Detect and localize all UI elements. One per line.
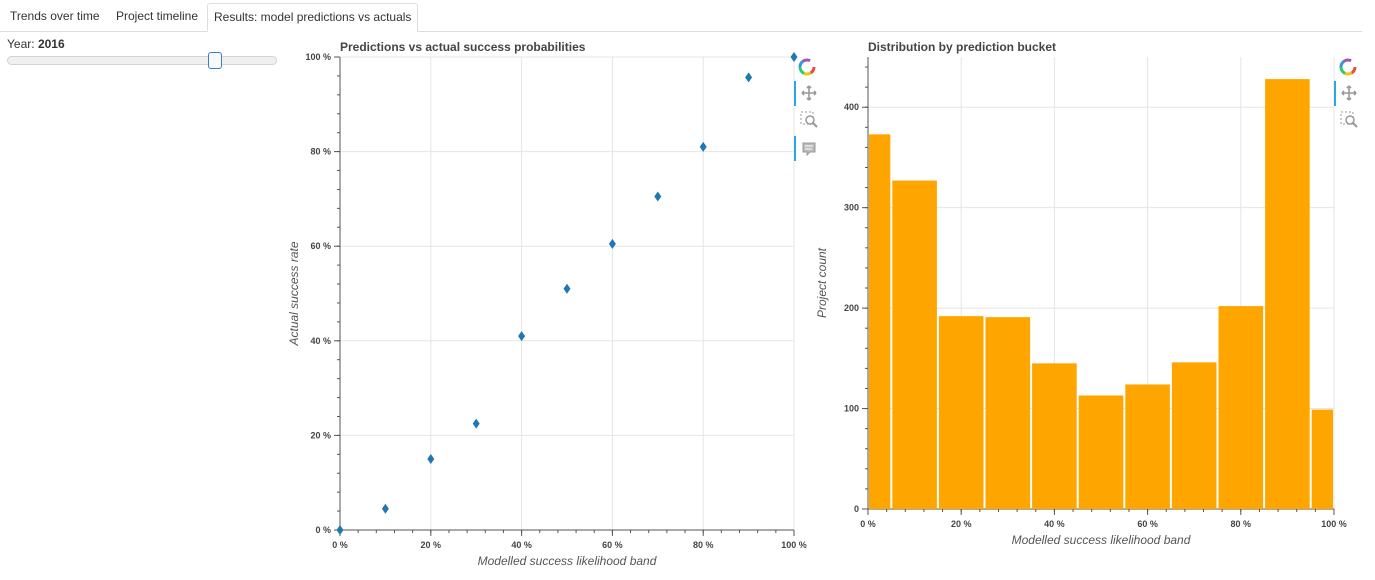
y-tick-label: 200 [844,303,859,313]
pan-icon[interactable] [800,84,818,107]
scatter-point [518,331,526,342]
box-zoom-icon[interactable] [800,111,818,134]
y-tick-label: 100 % [305,52,331,62]
scatter-point [427,454,435,465]
histogram-bars [869,79,1333,509]
x-tick-label: 0 % [332,540,348,550]
year-slider-handle[interactable] [207,52,222,69]
y-tick-label: 0 % [315,525,331,535]
scatter-point [472,418,480,429]
y-tick-label: 40 % [310,336,331,346]
y-tick-label: 0 [854,504,859,514]
histogram-bar [1265,79,1310,509]
histogram-bar [892,180,937,509]
y-tick-label: 60 % [310,241,331,251]
y-tick-label: 80 % [310,147,331,157]
x-tick-label: 40 % [511,540,532,550]
scatter-point [608,238,616,249]
year-label-text: Year: [7,37,35,51]
histogram-bar [985,317,1031,509]
histogram-bar [1032,363,1077,509]
scatter-point [790,52,798,62]
y-axis-label: Project count [815,247,829,318]
scatter-points [336,52,798,535]
x-tick-label: 80 % [693,540,714,550]
pan-icon[interactable] [1340,84,1358,107]
scatter-point [381,503,389,514]
y-axis-label: Actual success rate [287,241,301,346]
year-value: 2016 [37,37,65,51]
scatter-point [563,283,571,294]
histogram-bar [869,134,891,509]
x-tick-label: 40 % [1044,519,1065,529]
histogram-bar [1218,306,1264,509]
scatter-point [654,191,662,202]
x-tick-label: 20 % [951,519,972,529]
y-tick-label: 400 [844,102,859,112]
x-tick-label: 60 % [1137,519,1158,529]
tool-active-indicator [794,81,796,106]
year-slider-label: Year: 2016 [7,37,65,51]
x-tick-label: 100 % [1321,519,1347,529]
x-tick-label: 80 % [1231,519,1252,529]
tool-active-indicator [1334,81,1336,106]
y-tick-label: 100 [844,404,859,414]
tab-bar: Trends over time Project timeline Result… [0,0,1362,32]
tool-active-indicator [794,136,796,161]
scatter-point [699,141,707,152]
x-axis-label: Modelled success likelihood band [478,554,657,568]
hover-icon[interactable] [801,141,817,162]
histogram-bar [1125,384,1170,509]
histogram-bar [1311,409,1333,509]
chart-title: Distribution by prediction bucket [868,40,1056,54]
scatter-chart: 0 % 20 % 40 % 60 % 80 % 100 % 0 % 20 % 40 % 60 % 8… [287,40,807,568]
x-axis-label: Modelled success likelihood band [1012,533,1191,547]
box-zoom-icon[interactable] [1340,111,1358,134]
year-slider[interactable] [7,52,277,69]
x-tick-label: 0 % [860,519,876,529]
y-tick-label: 20 % [310,430,331,440]
y-tick-label: 300 [844,203,859,213]
histogram-bar [1171,362,1217,509]
tab-project-timeline[interactable]: Project timeline [116,9,199,23]
bokeh-logo-icon[interactable] [1338,57,1358,82]
x-tick-label: 20 % [421,540,442,550]
tab-results[interactable]: Results: model predictions vs actuals [207,3,419,32]
scatter-point [336,525,344,535]
histogram-chart: 0 % 20 % 40 % 60 % 80 % 100 % 0 100 200 300 400 Dis… [815,40,1347,547]
tab-trends-over-time[interactable]: Trends over time [10,9,100,23]
chart-title: Predictions vs actual success probabilit… [340,40,586,54]
histogram-bar [1078,395,1124,509]
bokeh-logo-icon[interactable] [797,57,817,82]
histogram-bar [938,316,984,509]
scatter-point [745,72,753,83]
x-tick-label: 60 % [602,540,623,550]
x-tick-label: 100 % [781,540,807,550]
